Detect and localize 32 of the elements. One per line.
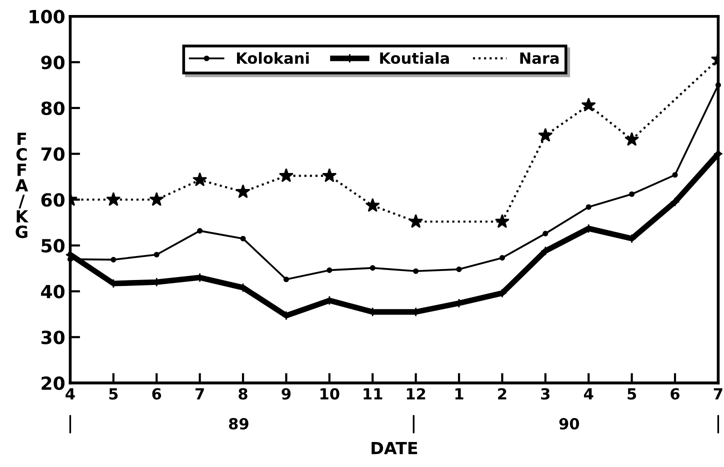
y-tick-label: 20 bbox=[42, 376, 65, 390]
y-tick-label: 30 bbox=[41, 330, 65, 344]
x-tick-label: 7 bbox=[196, 388, 204, 400]
x-tick-label: 2 bbox=[498, 388, 506, 400]
x-tick-label: 3 bbox=[541, 388, 550, 400]
x-tick-label: 6 bbox=[152, 388, 162, 400]
x-tick-label: 11 bbox=[364, 388, 382, 400]
x-tick-label: 4 bbox=[584, 388, 594, 400]
x-tick-label: 12 bbox=[406, 388, 426, 400]
x-tick-label: 7 bbox=[714, 388, 722, 400]
x-tick-label: 8 bbox=[238, 388, 248, 400]
x-tick-label: 9 bbox=[282, 388, 291, 400]
x-tick-label: 5 bbox=[109, 388, 118, 400]
legend-label: Kolokani bbox=[237, 52, 309, 64]
x-tick-label: 5 bbox=[628, 388, 636, 400]
x-tick-label: 1 bbox=[455, 388, 464, 400]
y-tick-label: 70 bbox=[41, 147, 65, 161]
legend-label: Koutiala bbox=[380, 52, 449, 64]
legend-label: Nara bbox=[520, 52, 559, 64]
text: 89 bbox=[229, 418, 248, 430]
y-tick-label: 80 bbox=[41, 101, 65, 116]
x-tick-label: 10 bbox=[320, 388, 340, 400]
y-tick-label: 100 bbox=[30, 10, 65, 24]
y-tick-label: 90 bbox=[41, 56, 65, 70]
x-tick-label: 6 bbox=[670, 388, 680, 400]
y-tick-label: 40 bbox=[41, 284, 65, 298]
text: 90 bbox=[559, 418, 580, 430]
y-tick-label: 50 bbox=[42, 238, 65, 253]
x-tick-label: 4 bbox=[66, 388, 75, 400]
y-axis-title: FCFA/KG bbox=[15, 132, 29, 238]
x-axis-title: DATE bbox=[372, 442, 418, 454]
y-tick-label: 60 bbox=[41, 193, 65, 207]
